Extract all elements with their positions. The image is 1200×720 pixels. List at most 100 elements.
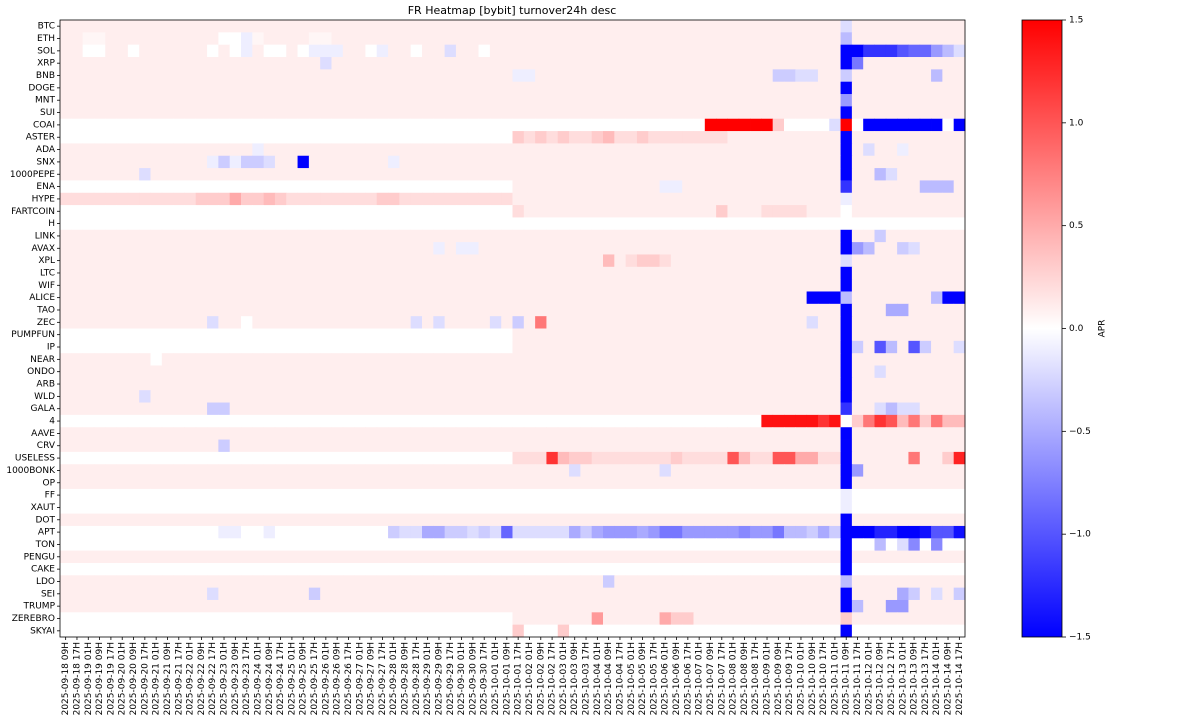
heat-cell [184, 501, 197, 514]
heat-cell [444, 476, 457, 490]
heat-cell [467, 229, 479, 243]
heat-cell [614, 439, 627, 453]
heat-cell [512, 612, 525, 626]
heat-cell [82, 562, 95, 576]
heat-cell [636, 365, 649, 379]
heat-cell [127, 328, 140, 342]
heat-cell [388, 217, 400, 231]
heat-cell [229, 575, 242, 589]
heat-cell [274, 562, 287, 576]
heat-cell [82, 365, 95, 379]
heat-cell [546, 464, 559, 477]
heat-cell [784, 57, 796, 70]
heat-cell [467, 402, 479, 416]
heat-cell [218, 451, 231, 465]
heat-cell [953, 81, 966, 95]
y-tick-label: COAI [33, 120, 55, 130]
heat-cell [851, 402, 864, 416]
heat-cell [399, 353, 412, 366]
heat-cell [772, 44, 785, 58]
heat-cell [772, 118, 785, 132]
heat-cell [953, 538, 966, 552]
heat-cell [60, 513, 72, 527]
heat-cell [580, 340, 593, 354]
heat-cell [195, 488, 208, 502]
heat-cell [399, 168, 412, 181]
heat-cell [535, 205, 547, 218]
heat-cell [342, 131, 355, 144]
y-tick-label: CRV [37, 441, 56, 451]
heat-cell [851, 118, 864, 132]
heat-cell [931, 587, 943, 601]
heat-cell [603, 20, 615, 33]
heat-cell [795, 81, 808, 95]
heat-cell [308, 131, 321, 144]
heat-cell [241, 155, 253, 169]
heat-cell [399, 20, 412, 33]
heat-cell [897, 180, 909, 194]
heat-cell [60, 32, 72, 46]
heat-cell [376, 106, 389, 120]
heat-cell [535, 599, 547, 613]
heat-cell [116, 266, 129, 280]
heat-cell [376, 340, 389, 354]
heat-cell [297, 575, 310, 589]
heat-cell [263, 20, 276, 33]
heat-cell [308, 476, 321, 490]
heat-cell [286, 328, 298, 342]
heat-cell [252, 624, 265, 638]
heat-cell [150, 439, 163, 453]
heat-cell [241, 303, 253, 317]
heat-cell [263, 525, 276, 539]
heat-cell [704, 550, 717, 564]
heat-cell [523, 587, 536, 601]
heat-cell [784, 131, 796, 144]
heat-cell [422, 303, 434, 317]
heat-cell [716, 192, 728, 206]
x-tick-label: 2025-10-02 09H [536, 642, 546, 715]
heat-cell [704, 118, 717, 132]
heat-cell [931, 242, 943, 255]
heat-cell [184, 155, 197, 169]
heat-cell [354, 143, 366, 157]
heat-cell [320, 106, 332, 120]
heat-cell [908, 328, 921, 342]
heat-cell [761, 464, 774, 477]
heat-cell [670, 353, 683, 366]
heat-cell [455, 242, 468, 255]
heat-cell [489, 81, 502, 95]
heat-cell [342, 57, 355, 70]
heat-cell [512, 575, 525, 589]
x-tick-label: 2025-09-22 17H [208, 642, 218, 715]
heat-cell [603, 562, 615, 576]
heat-cell [953, 377, 966, 391]
heat-cell [727, 513, 740, 527]
heat-cell [817, 451, 830, 465]
heat-cell [422, 118, 434, 132]
heat-cell [218, 513, 231, 527]
heat-cell [342, 94, 355, 107]
heat-cell [750, 427, 762, 440]
heat-cell [320, 32, 332, 46]
heat-cell [105, 390, 117, 403]
heat-cell [840, 587, 853, 601]
heat-cell [241, 44, 253, 58]
heat-cell [60, 501, 72, 514]
heat-cell [750, 180, 762, 194]
heat-cell [422, 624, 434, 638]
heat-cell [433, 57, 446, 70]
heat-cell [670, 180, 683, 194]
heat-cell [885, 94, 898, 107]
heat-cell [693, 390, 706, 403]
heat-cell [557, 402, 570, 416]
y-tick-label: XRP [37, 59, 55, 69]
heat-cell [942, 562, 955, 576]
heat-cell [410, 501, 423, 514]
heat-cell [750, 303, 762, 317]
heat-cell [139, 44, 151, 58]
heat-cell [455, 32, 468, 46]
heat-cell [388, 242, 400, 255]
heat-cell [93, 587, 106, 601]
heat-cell [241, 81, 253, 95]
heat-cell [71, 488, 84, 502]
